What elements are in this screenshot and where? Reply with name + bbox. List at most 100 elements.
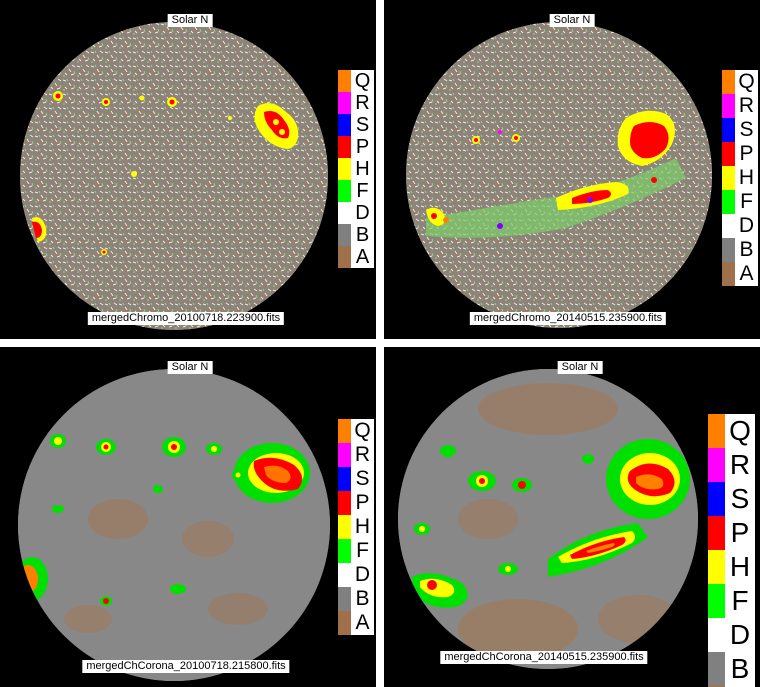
legend-item-p: P xyxy=(338,491,374,515)
legend-label: D xyxy=(725,618,755,652)
legend-swatch xyxy=(708,584,725,618)
legend-label: F xyxy=(351,539,374,563)
legend-swatch xyxy=(338,419,351,443)
legend-label: R xyxy=(735,94,758,118)
legend-item-d: D xyxy=(708,618,755,652)
legend-swatch xyxy=(338,70,351,92)
legend-label: D xyxy=(351,563,374,587)
legend-label: D xyxy=(351,202,374,224)
legend-item-a: A xyxy=(338,246,374,268)
legend-swatch xyxy=(708,448,725,482)
color-legend: Q R S P H F D B A xyxy=(708,414,755,687)
legend-label: P xyxy=(351,491,374,515)
legend-item-p: P xyxy=(708,516,755,550)
legend-swatch xyxy=(338,443,351,467)
legend-item-h: H xyxy=(708,550,755,584)
legend-item-q: Q xyxy=(338,70,374,92)
legend-swatch xyxy=(722,262,735,286)
solar-disk xyxy=(18,369,330,681)
legend-swatch xyxy=(338,180,351,202)
legend-item-s: S xyxy=(708,482,755,516)
legend-swatch xyxy=(708,482,725,516)
legend-label: R xyxy=(351,443,374,467)
legend-swatch xyxy=(338,224,351,246)
legend-swatch xyxy=(338,202,351,224)
legend-item-f: F xyxy=(338,180,374,202)
legend-swatch xyxy=(708,550,725,584)
legend-item-b: B xyxy=(338,587,374,611)
legend-item-s: S xyxy=(338,467,374,491)
solar-north-label: Solar N xyxy=(167,361,213,374)
legend-item-s: S xyxy=(722,118,758,142)
legend-label: A xyxy=(351,246,374,268)
legend-label: B xyxy=(351,587,374,611)
filename-label: mergedChromo_20140515.235900.fits xyxy=(469,312,667,325)
legend-item-b: B xyxy=(722,238,758,262)
color-legend: Q R S P H F D B A xyxy=(338,419,374,635)
legend-swatch xyxy=(338,467,351,491)
legend-label: Q xyxy=(725,414,755,448)
color-legend: Q R S P H F D B A xyxy=(338,70,374,268)
legend-label: F xyxy=(725,584,755,618)
legend-label: Q xyxy=(735,70,758,94)
legend-label: F xyxy=(351,180,374,202)
disk-features xyxy=(18,369,330,681)
legend-item-b: B xyxy=(708,652,755,686)
legend-item-r: R xyxy=(338,443,374,467)
legend-label: A xyxy=(351,611,374,635)
legend-swatch xyxy=(708,652,725,686)
legend-item-p: P xyxy=(722,142,758,166)
legend-swatch xyxy=(338,563,351,587)
legend-swatch xyxy=(338,92,351,114)
filename-label: mergedChromo_20100718.223900.fits xyxy=(87,312,285,325)
legend-item-f: F xyxy=(722,190,758,214)
legend-swatch xyxy=(338,491,351,515)
filename-label: mergedChCorona_20100718.215800.fits xyxy=(82,660,290,673)
legend-item-b: B xyxy=(338,224,374,246)
panel-corona-2010: Solar N mergedChCorona_20100718.215800.f… xyxy=(0,347,376,687)
legend-item-q: Q xyxy=(708,414,755,448)
legend-swatch xyxy=(338,515,351,539)
legend-swatch xyxy=(338,611,351,635)
legend-label: H xyxy=(725,550,755,584)
disk-features xyxy=(398,369,698,669)
legend-item-h: H xyxy=(722,166,758,190)
legend-label: A xyxy=(735,262,758,286)
legend-swatch xyxy=(338,136,351,158)
filename-label: mergedChCorona_20140515.235900.fits xyxy=(440,651,648,664)
solar-north-label: Solar N xyxy=(557,361,603,374)
legend-item-q: Q xyxy=(722,70,758,94)
legend-item-f: F xyxy=(338,539,374,563)
legend-label: Q xyxy=(351,419,374,443)
legend-item-q: Q xyxy=(338,419,374,443)
panel-chromo-2014: Solar N mergedChromo_20140515.235900.fit… xyxy=(384,0,760,339)
disk-features xyxy=(20,22,328,330)
disk-features xyxy=(406,22,712,328)
legend-swatch xyxy=(722,94,735,118)
panel-chromo-2010: Solar N mergedChromo_20100718.223900.fit… xyxy=(0,0,376,339)
panel-corona-2014: Solar N mergedChCorona_20140515.235900.f… xyxy=(384,347,760,687)
legend-label: R xyxy=(725,448,755,482)
legend-swatch xyxy=(722,190,735,214)
legend-label: H xyxy=(351,158,374,180)
legend-label: B xyxy=(725,652,755,686)
legend-item-r: R xyxy=(708,448,755,482)
legend-label: S xyxy=(725,482,755,516)
legend-item-r: R xyxy=(722,94,758,118)
legend-item-f: F xyxy=(708,584,755,618)
solar-disk xyxy=(406,22,712,328)
legend-swatch xyxy=(338,539,351,563)
legend-item-d: D xyxy=(722,214,758,238)
legend-swatch xyxy=(722,166,735,190)
legend-label: P xyxy=(351,136,374,158)
solar-disk xyxy=(398,369,698,669)
legend-label: F xyxy=(735,190,758,214)
legend-label: P xyxy=(725,516,755,550)
legend-item-d: D xyxy=(338,563,374,587)
legend-swatch xyxy=(722,70,735,94)
legend-swatch xyxy=(722,214,735,238)
legend-label: S xyxy=(351,114,374,136)
legend-swatch xyxy=(708,414,725,448)
legend-swatch xyxy=(338,587,351,611)
legend-label: B xyxy=(735,238,758,262)
